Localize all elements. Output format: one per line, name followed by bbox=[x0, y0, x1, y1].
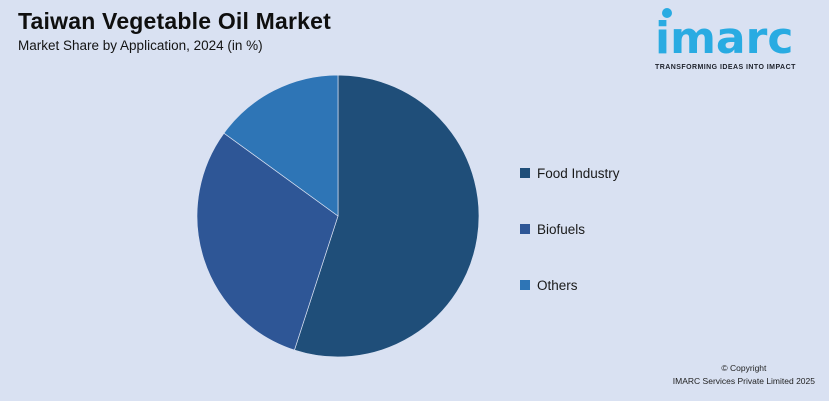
legend-label: Biofuels bbox=[537, 221, 586, 237]
legend-label: Others bbox=[537, 277, 578, 293]
pie-slice-others bbox=[223, 74, 339, 217]
legend-swatch-biofuels bbox=[520, 224, 530, 234]
copyright: © Copyright IMARC Services Private Limit… bbox=[673, 362, 815, 389]
legend-item-others: Others bbox=[520, 277, 620, 293]
logo-dot-icon bbox=[662, 8, 672, 18]
logo-wordmark: imarc bbox=[655, 13, 794, 64]
imarc-logo: imarc TRANSFORMING IDEAS INTO IMPACT bbox=[655, 4, 817, 71]
page-subtitle: Market Share by Application, 2024 (in %) bbox=[18, 38, 263, 53]
pie-chart bbox=[196, 74, 480, 358]
legend: Food Industry Biofuels Others bbox=[520, 166, 620, 334]
legend-item-food-industry: Food Industry bbox=[520, 165, 620, 181]
pie-slice-food-industry bbox=[293, 74, 480, 358]
legend-swatch-food-industry bbox=[520, 168, 530, 178]
copyright-line2: IMARC Services Private Limited 2025 bbox=[672, 376, 815, 387]
pie-svg bbox=[196, 74, 480, 358]
legend-swatch-others bbox=[520, 280, 530, 290]
copyright-line1: © Copyright bbox=[721, 362, 767, 373]
legend-item-biofuels: Biofuels bbox=[520, 221, 620, 237]
legend-label: Food Industry bbox=[537, 165, 620, 181]
page-title: Taiwan Vegetable Oil Market bbox=[18, 8, 332, 34]
pie-slice-biofuels bbox=[196, 132, 339, 351]
logo-tagline: TRANSFORMING IDEAS INTO IMPACT bbox=[655, 64, 796, 71]
